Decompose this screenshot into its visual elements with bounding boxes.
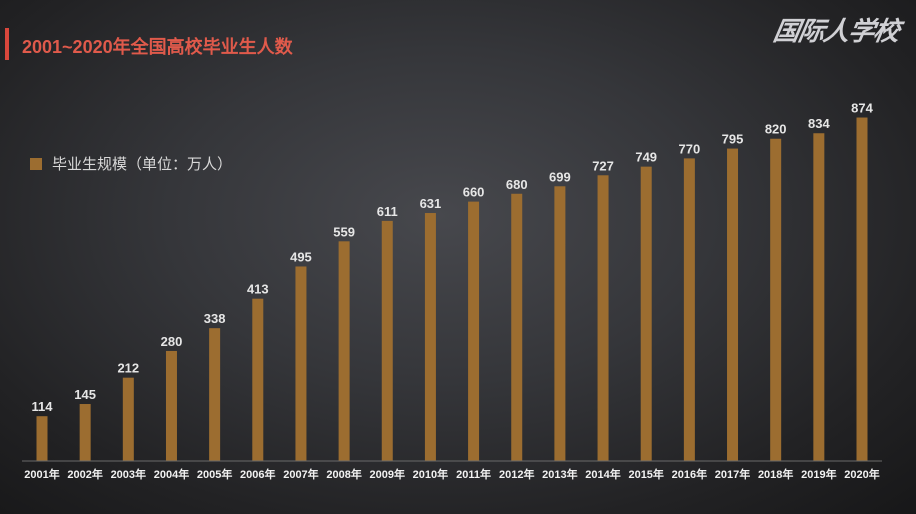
value-label-2009: 611 bbox=[377, 204, 398, 219]
bar-2004 bbox=[165, 350, 177, 461]
x-tick-label-2020: 2020年 bbox=[844, 467, 879, 481]
bar-2018 bbox=[770, 138, 782, 462]
bar-2017 bbox=[727, 148, 739, 461]
bar-2016 bbox=[683, 158, 695, 461]
bar-2014 bbox=[597, 175, 609, 462]
x-tick-label-2006: 2006年 bbox=[240, 467, 275, 481]
x-tick-label-2017: 2017年 bbox=[715, 467, 750, 481]
value-label-2013: 699 bbox=[549, 169, 571, 184]
bar-2007 bbox=[295, 266, 307, 461]
value-label-2002: 145 bbox=[74, 387, 96, 402]
bar-2008 bbox=[338, 241, 350, 461]
value-label-2007: 495 bbox=[290, 249, 312, 264]
value-label-2016: 770 bbox=[679, 141, 701, 156]
value-label-2019: 834 bbox=[808, 116, 830, 131]
bar-2015 bbox=[640, 166, 652, 461]
bar-2011 bbox=[468, 201, 480, 461]
legend-swatch bbox=[30, 157, 42, 170]
value-label-2017: 795 bbox=[722, 132, 744, 147]
bar-2010 bbox=[424, 213, 436, 461]
x-tick-label-2008: 2008年 bbox=[326, 467, 361, 481]
value-label-2004: 280 bbox=[161, 334, 183, 349]
value-label-2015: 749 bbox=[635, 150, 657, 165]
value-label-2008: 559 bbox=[333, 224, 355, 239]
x-tick-label-2019: 2019年 bbox=[801, 467, 836, 481]
x-tick-label-2001: 2001年 bbox=[24, 467, 59, 481]
value-label-2001: 114 bbox=[32, 399, 54, 414]
bar-2003 bbox=[122, 377, 134, 461]
x-tick-label-2004: 2004年 bbox=[154, 467, 189, 481]
x-tick-label-2011: 2011年 bbox=[456, 467, 491, 481]
bar-2009 bbox=[381, 220, 393, 461]
title-accent-bar bbox=[5, 28, 9, 60]
value-label-2018: 820 bbox=[765, 122, 787, 137]
x-tick-label-2005: 2005年 bbox=[197, 467, 232, 481]
bar-series bbox=[36, 117, 868, 462]
value-label-2010: 631 bbox=[420, 196, 442, 211]
bar-2012 bbox=[511, 193, 523, 461]
chart-title: 2001~2020年全国高校毕业生人数 bbox=[22, 37, 293, 57]
bar-2006 bbox=[252, 298, 264, 461]
value-label-2006: 413 bbox=[247, 282, 269, 297]
legend-label: 毕业生规模（单位：万人） bbox=[52, 156, 233, 173]
value-label-2011: 660 bbox=[463, 185, 485, 200]
x-tick-label-2015: 2015年 bbox=[628, 467, 663, 481]
value-label-2014: 727 bbox=[592, 158, 614, 173]
x-tick-labels: 2001年 2002年 2003年 2004年 2005年 2006年 2007年 2008年… bbox=[24, 467, 879, 481]
chart-legend: 毕业生规模（单位：万人） bbox=[30, 153, 232, 174]
x-tick-label-2013: 2013年 bbox=[542, 467, 577, 481]
x-tick-label-2014: 2014年 bbox=[585, 467, 620, 481]
x-tick-label-2007: 2007年 bbox=[283, 467, 318, 481]
x-tick-label-2018: 2018年 bbox=[758, 467, 793, 481]
bar-2019 bbox=[813, 133, 825, 462]
x-tick-label-2009: 2009年 bbox=[370, 467, 405, 481]
x-tick-label-2016: 2016年 bbox=[672, 467, 707, 481]
bar-2002 bbox=[79, 404, 91, 461]
x-tick-label-2002: 2002年 bbox=[67, 467, 102, 481]
value-label-2012: 680 bbox=[506, 177, 528, 192]
value-label-2003: 212 bbox=[117, 361, 139, 376]
value-label-2005: 338 bbox=[204, 311, 226, 326]
bar-2013 bbox=[554, 186, 566, 462]
x-tick-label-2003: 2003年 bbox=[111, 467, 146, 481]
bar-2001 bbox=[36, 416, 48, 461]
value-labels: 114 145 212 280 338 413 495 559 611 631 660 680 699 7… bbox=[32, 101, 874, 415]
bar-2020 bbox=[856, 117, 868, 462]
bar-2005 bbox=[209, 328, 221, 461]
x-tick-label-2010: 2010年 bbox=[413, 467, 448, 481]
x-tick-label-2012: 2012年 bbox=[499, 467, 534, 481]
value-label-2020: 874 bbox=[851, 101, 873, 116]
